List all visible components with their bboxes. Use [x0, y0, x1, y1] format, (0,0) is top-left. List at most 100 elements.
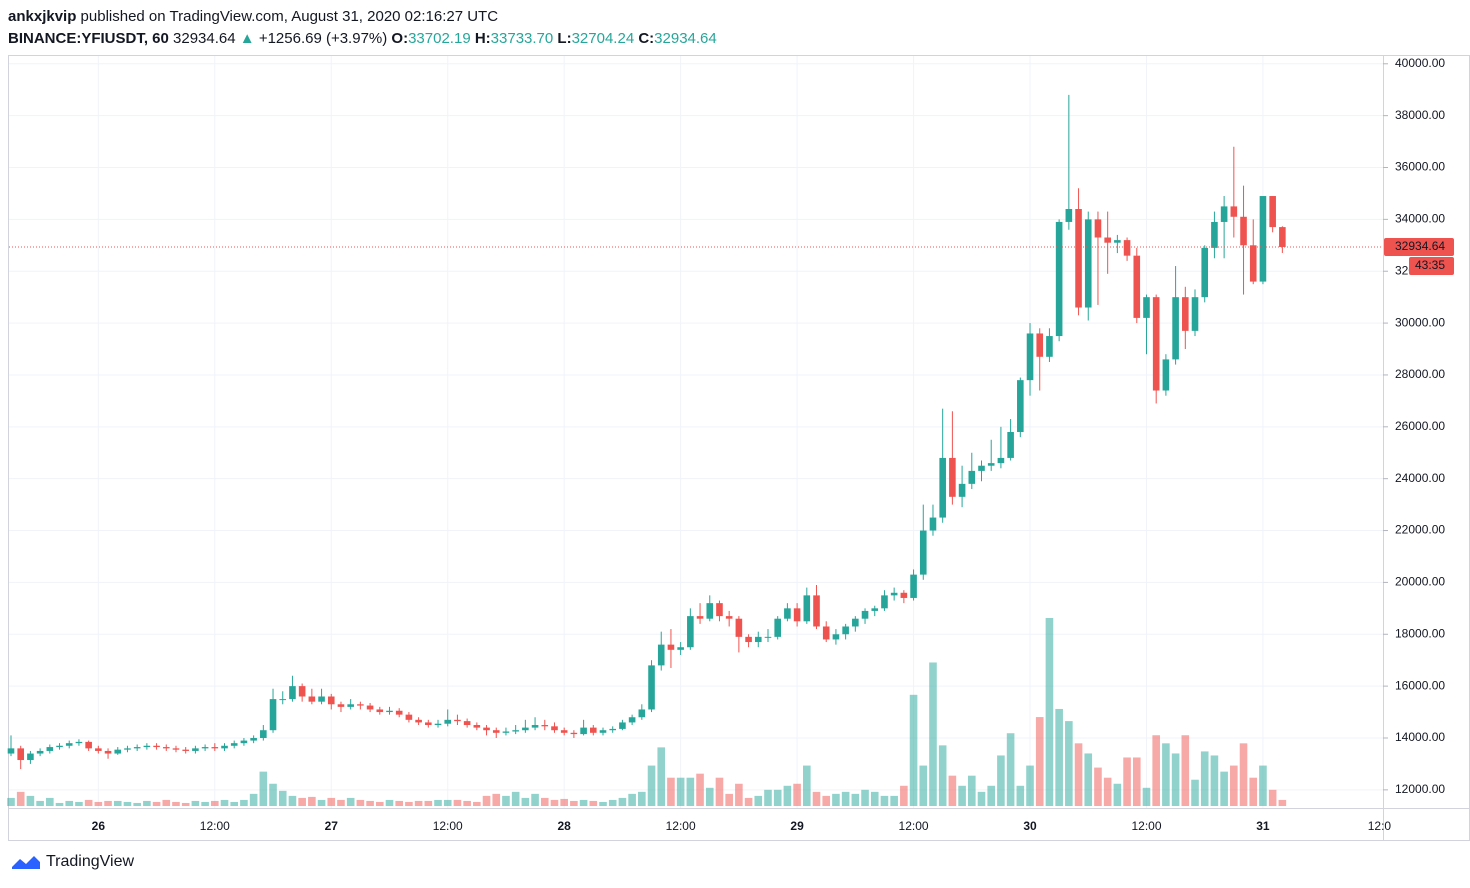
volume-bar: [7, 797, 15, 806]
candle-body: [1220, 206, 1228, 222]
candle-body: [939, 457, 946, 518]
candle-body: [1211, 221, 1218, 248]
volume-bar: [812, 791, 821, 806]
volume-bar: [735, 783, 743, 806]
volume-bar: [1045, 618, 1054, 806]
x-tick-label: 26: [92, 819, 106, 833]
candle-body: [114, 749, 122, 754]
volume-bar: [375, 801, 384, 806]
last-price-label: 32934.64: [1395, 239, 1445, 253]
volume-bar: [987, 785, 996, 806]
l: 32704.24: [571, 30, 635, 47]
candle-body: [871, 608, 879, 611]
chart: 12000.00 14000.00 16000.00 18000.00 20000.00…: [7, 55, 1470, 841]
volume-bar: [240, 799, 248, 806]
candle-body: [706, 603, 714, 619]
candle-body: [1114, 240, 1121, 243]
candle-body: [153, 745, 160, 748]
candle-body: [327, 696, 335, 705]
volume-bar: [317, 799, 326, 806]
x-tick-label: 12:00: [666, 819, 696, 833]
candle-body: [735, 618, 743, 637]
volume-bar: [870, 791, 879, 806]
volume-bar: [395, 800, 403, 806]
volume-bar: [705, 787, 714, 806]
header: ankxjkvip published on TradingView.com, …: [8, 6, 717, 50]
candle-body: [65, 743, 73, 746]
volume-bar: [1249, 777, 1258, 806]
x-tick-label: 12:0: [1368, 819, 1392, 833]
candle-body: [725, 616, 733, 619]
volume-bar: [890, 795, 898, 806]
publish-line: ankxjkvip published on TradingView.com, …: [8, 6, 717, 28]
volume-bar: [997, 755, 1005, 806]
y-tick-label: 40000.00: [1395, 56, 1445, 70]
candle-body: [531, 725, 539, 728]
volume-bar: [1035, 717, 1044, 806]
x-tick-label: 12:00: [433, 819, 463, 833]
volume-bar: [1210, 755, 1219, 806]
candle-body: [609, 728, 617, 731]
volume-bar: [346, 797, 355, 806]
volume-bar: [492, 793, 501, 806]
volume-bar: [1278, 799, 1287, 806]
candle-body: [434, 723, 442, 726]
candle-body: [1084, 219, 1092, 308]
candle-body: [638, 709, 646, 718]
volume-bar: [191, 800, 200, 806]
volume-bar: [288, 795, 297, 806]
candle-body: [648, 665, 655, 710]
candle-body: [1162, 359, 1170, 391]
volume-bar: [900, 785, 908, 806]
volume-bar: [948, 775, 957, 806]
h: 33733.70: [490, 30, 554, 47]
volume-bar: [162, 799, 171, 806]
volume-bar: [647, 765, 656, 806]
y-tick-label: 16000.00: [1395, 678, 1445, 692]
last-price-box: [1384, 237, 1454, 256]
published: published on TradingView.com, August 31,…: [80, 8, 499, 25]
candle-body: [1017, 380, 1024, 432]
candle-body: [405, 714, 413, 720]
volume-bar: [259, 771, 268, 806]
candle-body: [900, 592, 908, 598]
volume-bar: [754, 795, 763, 806]
candle-body: [1065, 208, 1073, 222]
volume-bar: [104, 800, 112, 806]
volume-bar: [832, 793, 840, 806]
candle-body: [124, 748, 131, 750]
brand: TradingView: [46, 853, 135, 870]
candle-body: [1201, 247, 1209, 298]
volume-bar: [1191, 779, 1199, 806]
volume-bar: [560, 798, 568, 806]
volume-bar: [1171, 753, 1180, 806]
volume-bar: [1142, 787, 1151, 806]
footer: TradingView: [10, 853, 134, 871]
volume-bar: [434, 799, 442, 806]
candle-body: [1055, 221, 1063, 337]
candle-body: [85, 741, 92, 749]
volume-bar: [123, 801, 132, 806]
h-label: H:: [474, 30, 491, 47]
volume-bar: [1026, 765, 1034, 806]
frame: [8, 55, 1470, 841]
candle-body: [143, 745, 151, 748]
candle-body: [7, 748, 15, 754]
volume-bar: [1006, 733, 1015, 806]
candle-body: [1046, 336, 1053, 357]
candle-body: [1075, 208, 1082, 308]
volume-bar: [1259, 765, 1267, 806]
volume-bar: [463, 800, 471, 806]
volume-bar: [337, 799, 345, 806]
volume-bar: [16, 791, 25, 806]
volume-bar: [473, 801, 481, 806]
candle-body: [104, 750, 112, 754]
candle-body: [56, 745, 63, 748]
volume-bar: [113, 800, 122, 806]
volume-bar: [851, 793, 860, 806]
y-tick-label: 28000.00: [1395, 367, 1445, 381]
candle-body: [250, 737, 257, 741]
volume-bar: [608, 799, 617, 806]
candle-body: [1182, 297, 1189, 331]
